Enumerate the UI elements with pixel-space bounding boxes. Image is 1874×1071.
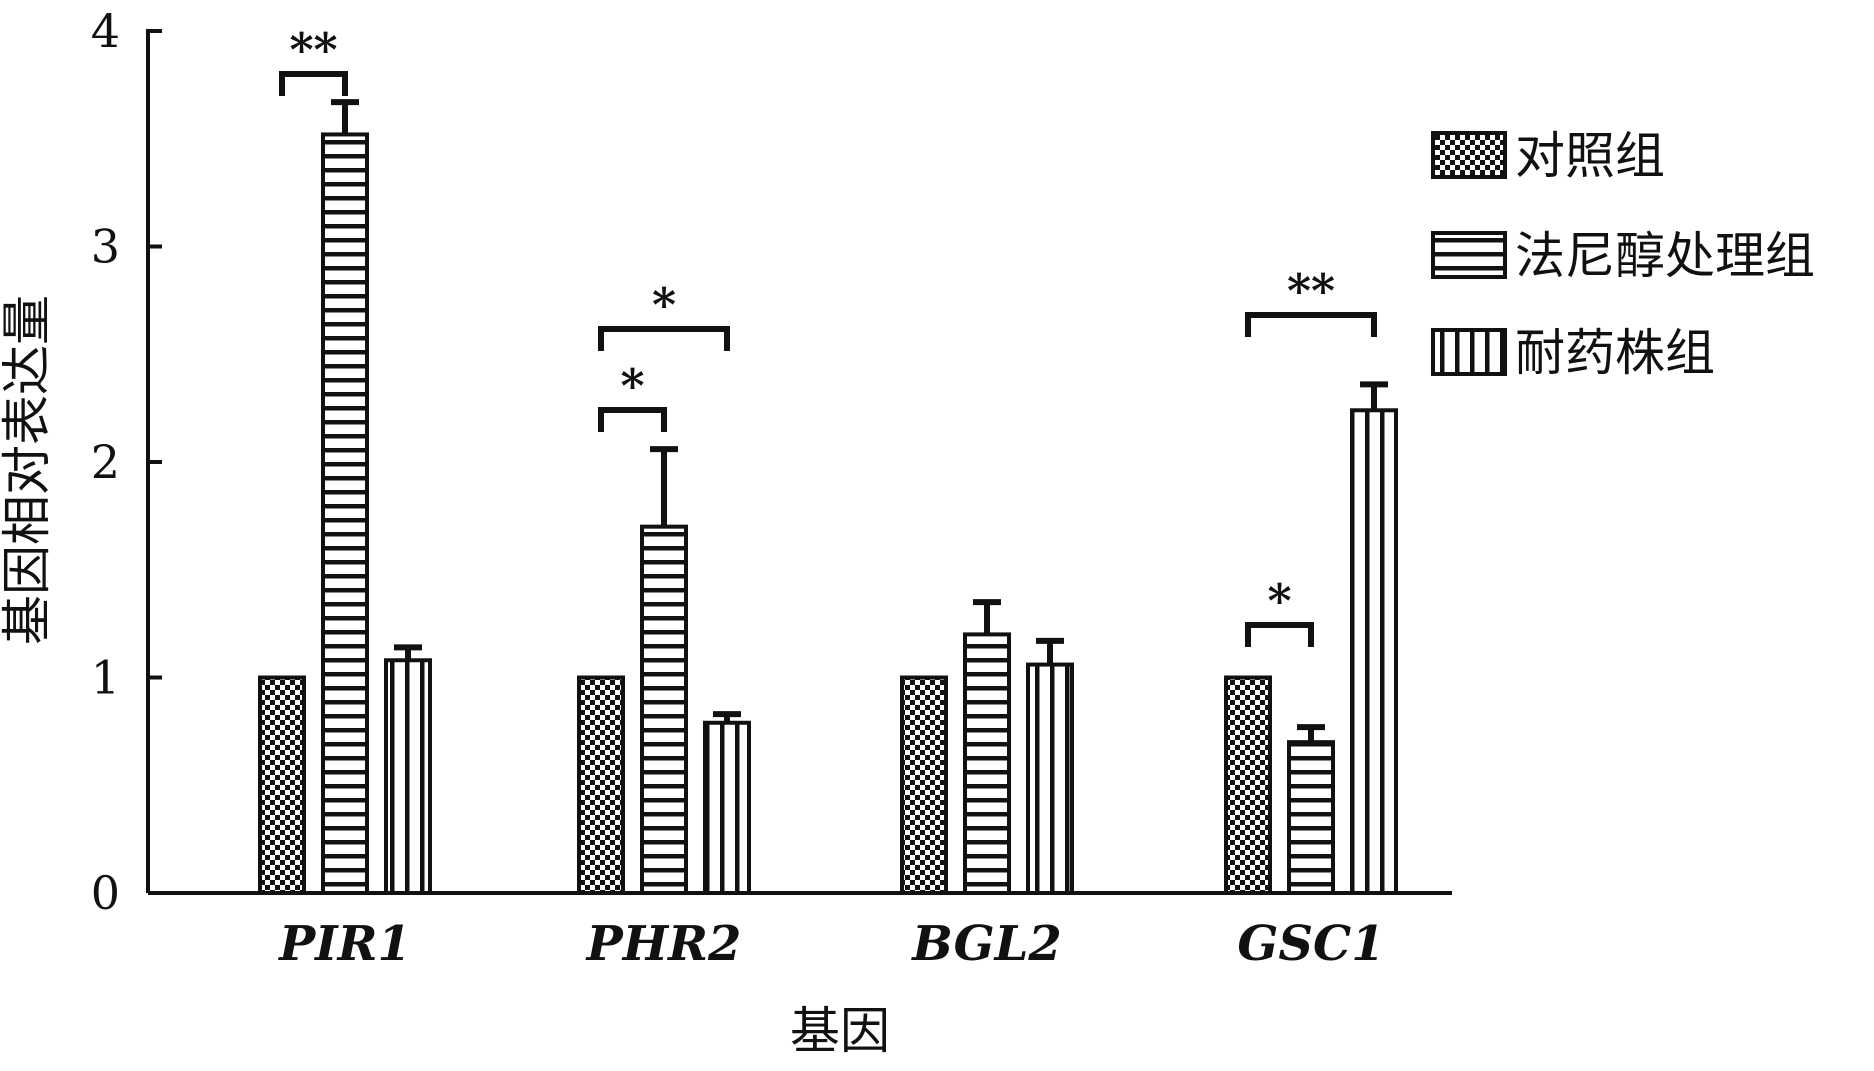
legend-label: 对照组 bbox=[1515, 127, 1665, 185]
significance-label: * bbox=[620, 359, 644, 413]
axes: 0 1 2 3 4 PIR1 PHR2 BGL2 GSC1 基因 基因相对表达量 bbox=[0, 4, 1452, 1060]
y-tick-label: 0 bbox=[91, 866, 120, 920]
significance-label: * bbox=[652, 278, 676, 332]
x-tick-label: BGL2 bbox=[910, 916, 1062, 972]
bar bbox=[258, 675, 306, 895]
y-tick-label: 1 bbox=[91, 651, 120, 705]
y-tick-label: 2 bbox=[91, 435, 120, 489]
bar bbox=[640, 524, 688, 896]
x-tick-label: PIR1 bbox=[277, 916, 411, 972]
bar bbox=[963, 632, 1011, 896]
bar bbox=[703, 720, 751, 895]
x-tick-label: GSC1 bbox=[1237, 916, 1384, 972]
x-tick-label: PHR2 bbox=[585, 916, 742, 972]
y-tick-label: 4 bbox=[91, 4, 120, 58]
bar bbox=[1287, 740, 1335, 896]
error-bars bbox=[331, 99, 1388, 743]
legend-label: 耐药株组 bbox=[1515, 324, 1715, 382]
y-tick-label: 3 bbox=[91, 220, 120, 274]
legend-swatch bbox=[1431, 231, 1507, 279]
bar bbox=[1026, 662, 1074, 895]
bar bbox=[1350, 408, 1398, 895]
significance-label: ** bbox=[289, 23, 337, 77]
bar bbox=[577, 675, 625, 895]
legend-swatch bbox=[1431, 328, 1507, 376]
bar bbox=[384, 658, 432, 896]
significance-bracket bbox=[598, 407, 667, 432]
bars bbox=[258, 132, 1398, 896]
significance-bracket bbox=[598, 326, 730, 351]
bar bbox=[900, 675, 948, 895]
significance-brackets: ******* bbox=[279, 23, 1377, 647]
y-axis-title: 基因相对表达量 bbox=[0, 295, 56, 645]
significance-bracket bbox=[279, 71, 348, 96]
significance-bracket bbox=[1245, 312, 1377, 337]
x-axis-title: 基因 bbox=[790, 1002, 890, 1060]
bar bbox=[1224, 675, 1272, 895]
legend-label: 法尼醇处理组 bbox=[1515, 227, 1815, 285]
significance-label: * bbox=[1267, 574, 1291, 628]
legend-swatch bbox=[1431, 131, 1507, 179]
bar bbox=[321, 132, 369, 895]
significance-bracket bbox=[1245, 622, 1314, 647]
significance-label: ** bbox=[1287, 264, 1335, 318]
